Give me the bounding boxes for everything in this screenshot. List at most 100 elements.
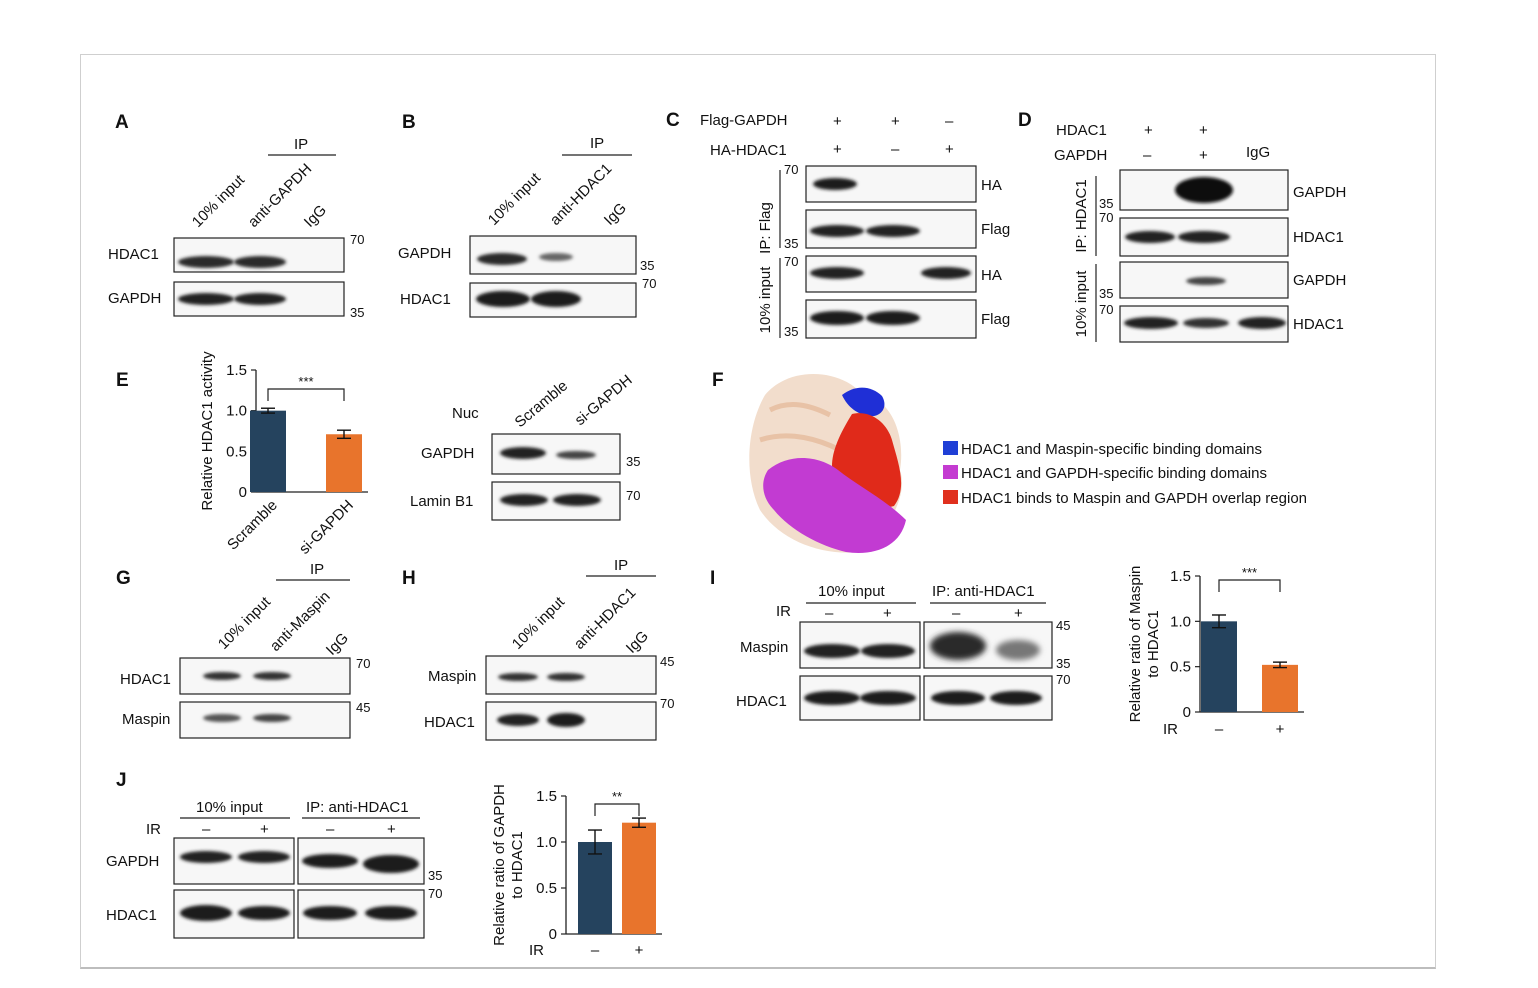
row-label-h2: HDAC1 [424,714,475,731]
marker-b1: 35 [640,258,654,273]
marker-c3: 70 [784,254,798,269]
row-label-d4: HDAC1 [1293,316,1344,333]
band [1186,277,1226,285]
y-axis-label: Relative ratio of Maspin [1127,566,1144,723]
band [930,632,986,660]
x-group-label: IR [1163,721,1178,738]
row-label-b1: GAPDH [398,245,451,262]
y-tick-label: 0.5 [1170,659,1191,676]
panel-a: A IP 10% input anti-GAPDH IgG HDAC1 GAPD… [108,112,364,320]
y-tick-label: 1.0 [226,403,247,420]
lane-label-b1: 10% input [485,169,545,229]
significance-label: *** [1242,565,1257,580]
marker-c4: 35 [784,324,798,339]
bar [1201,621,1237,712]
bar [622,822,656,934]
group-label-j1: 10% input [196,799,264,816]
band [553,494,601,506]
sign-j2: + [260,821,269,838]
band [303,906,357,920]
marker-g1: 70 [356,656,370,671]
significance-label: ** [612,789,622,804]
nuc-label: Nuc [452,405,479,422]
band [253,672,291,680]
band [866,311,920,325]
y-tick-label: 1.5 [536,788,557,805]
row-label-d2: HDAC1 [1293,229,1344,246]
row-label-b2: HDAC1 [400,291,451,308]
y-tick-label: 0.5 [536,880,557,897]
panel-letter-h: H [402,568,416,589]
band [238,851,290,863]
band [996,640,1040,660]
marker-j1: 35 [428,868,442,883]
marker-d2: 70 [1099,210,1113,225]
significance-bracket [267,388,345,401]
lane-label-h3: IgG [623,628,652,657]
y-axis-label: to HDAC1 [509,831,526,899]
band [253,714,291,722]
lane-label-b3: IgG [601,200,630,229]
band [500,494,548,506]
chart-i: 0 0.5 1.0 1.5 Relative ratio of Maspin to HDA… [1127,565,1304,738]
panel-letter-c: C [666,110,680,131]
band [547,713,585,727]
legend-swatch-1 [943,441,958,455]
bar [578,842,612,934]
sign-c2: + [891,113,900,130]
panel-g: G IP 10% input anti-Maspin IgG HDAC1 Mas… [116,561,370,739]
panel-e: E 0 0.5 1.0 1.5 Relative HDAC1 activity Scram… [116,351,640,558]
band [365,906,417,920]
marker-e1: 35 [626,454,640,469]
cond-label-d1: HDAC1 [1056,122,1107,139]
row-label-c4: Flag [981,311,1010,328]
row-label-c1: HA [981,177,1002,194]
lane-label-a3: IgG [301,202,330,231]
lane-label-h1: 10% input [509,593,569,653]
ip-label-h: IP [614,557,628,574]
lane-label-e2: si-GAPDH [572,372,636,429]
band [539,253,573,261]
sign-c6: + [945,141,954,158]
band [813,178,857,190]
igg-label-d: IgG [1246,144,1270,161]
band [477,253,527,265]
band [866,225,920,237]
panel-h: H IP 10% input anti-HDAC1 IgG Maspin HDA… [402,557,674,741]
ip-label-b: IP [590,135,604,152]
marker-h1: 45 [660,654,674,669]
sign-i1: – [825,605,834,622]
bar [1262,664,1298,712]
marker-i1: 45 [1056,618,1070,633]
bar [326,434,362,492]
row-label-c3: HA [981,267,1002,284]
marker-i2: 35 [1056,656,1070,671]
marker-c2: 35 [784,236,798,251]
band [302,854,358,868]
sign-c4: + [833,141,842,158]
band [931,691,985,705]
band [1175,177,1233,203]
panel-j: J 10% input IP: anti-HDAC1 IR – + – + GA… [106,770,662,959]
band [180,905,232,921]
ip-label-g: IP [310,561,324,578]
ir-label-j: IR [146,821,161,838]
row-label-c2: Flag [981,221,1010,238]
band [556,451,596,459]
cond-label-d2: GAPDH [1054,147,1107,164]
y-axis-label: to HDAC1 [1145,610,1162,678]
x-group-label: IR [529,942,544,959]
cond-label-c1: Flag-GAPDH [700,112,788,129]
sign-c3: – [945,113,954,130]
marker-g2: 45 [356,700,370,715]
marker-d4: 70 [1099,302,1113,317]
row-label-e1: GAPDH [421,445,474,462]
x-tick-label: si-GAPDH [296,497,357,558]
sign-i2: + [883,605,892,622]
row-label-g2: Maspin [122,711,170,728]
row-label-a2: GAPDH [108,290,161,307]
panel-letter-d: D [1018,110,1032,131]
band [1183,318,1229,328]
sign-d4: + [1199,147,1208,164]
marker-i3: 70 [1056,672,1070,687]
